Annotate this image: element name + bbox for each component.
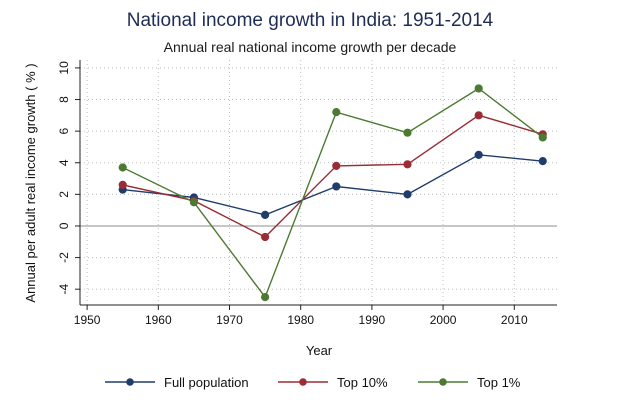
- legend-marker: [439, 378, 447, 386]
- data-point-top-1: [538, 133, 547, 142]
- axes: [79, 60, 557, 306]
- legend-marker: [299, 378, 307, 386]
- data-point-top-1: [332, 108, 341, 117]
- y-tick-label: 8: [57, 96, 71, 103]
- grid-lines: [80, 60, 557, 305]
- data-point-full-population: [538, 157, 547, 166]
- data-point-top-1: [118, 163, 127, 172]
- y-tick-label: 10: [57, 61, 71, 75]
- data-point-full-population: [474, 150, 483, 159]
- data-point-top-1: [189, 198, 199, 207]
- data-point-top-10: [332, 161, 341, 171]
- data-point-top-1: [261, 292, 270, 302]
- data-point-top-10: [118, 180, 127, 189]
- x-tick-label: 1990: [359, 313, 386, 327]
- x-axis-label: Year: [306, 343, 333, 358]
- x-tick-label: 1950: [74, 313, 101, 327]
- y-tick-label: 4: [57, 159, 71, 166]
- data-point-top-1: [474, 84, 483, 93]
- chart-subtitle: Annual real national income growth per d…: [164, 39, 457, 55]
- legend-item-full-population: Full population: [105, 375, 249, 390]
- legend-item-top-10: Top 10%: [278, 375, 388, 390]
- data-point-top-10: [474, 111, 483, 120]
- y-tick-label: 6: [57, 127, 71, 134]
- x-axis-ticks: 1950 1960 1970 1980 1990 2000 2010: [74, 305, 528, 327]
- x-tick-label: 1970: [216, 313, 243, 327]
- legend-label: Full population: [164, 375, 249, 390]
- x-tick-label: 2000: [430, 313, 457, 327]
- series-line-top-1: [122, 87, 544, 299]
- x-tick-label: 2010: [501, 313, 528, 327]
- legend-item-top-1: Top 1%: [418, 375, 521, 390]
- legend-label: Top 1%: [477, 375, 521, 390]
- series-lines: [122, 87, 544, 299]
- x-tick-label: 1960: [145, 313, 172, 327]
- legend: Full population Top 10% Top 1%: [105, 375, 521, 390]
- data-point-full-population: [261, 210, 270, 220]
- legend-marker: [126, 378, 134, 386]
- series-points: [118, 84, 547, 302]
- data-point-top-10: [261, 232, 270, 242]
- y-tick-label: -2: [57, 252, 71, 263]
- y-tick-label: -4: [57, 284, 71, 295]
- chart-title: National income growth in India: 1951-20…: [127, 10, 494, 31]
- x-tick-label: 1980: [287, 313, 314, 327]
- series-line-top-10: [122, 114, 543, 238]
- y-axis-label: Annual per adult real income growth ( % …: [23, 63, 38, 302]
- data-point-full-population: [403, 190, 412, 199]
- y-axis-ticks: -4 -2 0 2 4 6 8 10: [57, 61, 80, 295]
- y-tick-label: 0: [57, 222, 71, 229]
- data-point-top-10: [403, 160, 412, 169]
- data-point-full-population: [332, 182, 341, 191]
- data-point-top-1: [403, 128, 412, 137]
- y-tick-label: 2: [57, 191, 71, 198]
- legend-label: Top 10%: [337, 375, 388, 390]
